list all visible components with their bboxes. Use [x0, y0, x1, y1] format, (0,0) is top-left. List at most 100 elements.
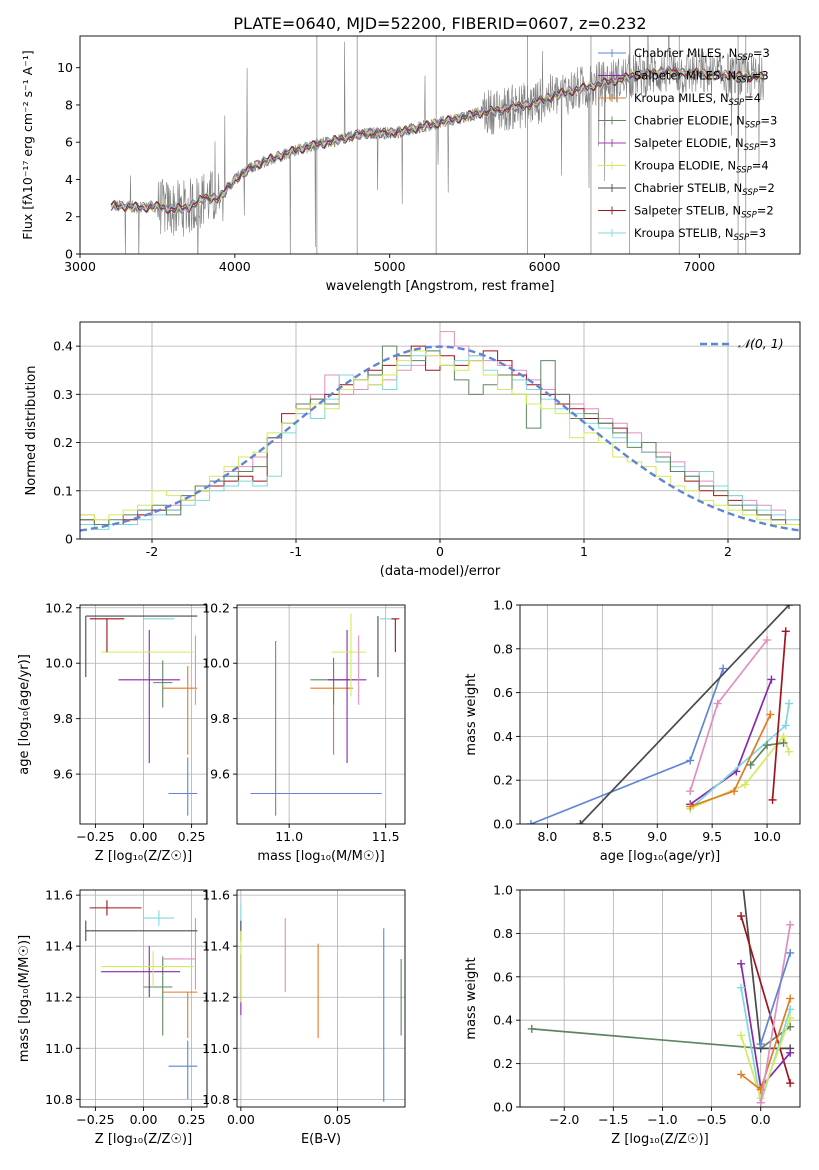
y-tick-label: 0.8: [493, 641, 513, 656]
series-marker: [526, 820, 535, 824]
y-axis-label: mass weight: [464, 673, 479, 755]
series-marker: [756, 1040, 765, 1049]
y-tick-label: 9.8: [53, 711, 73, 726]
series-marker: [719, 664, 728, 673]
x-tick-label: -1: [290, 544, 302, 559]
plot-area: [526, 605, 794, 824]
observed-spectrum: [110, 36, 765, 254]
y-tick-label: 0.4: [493, 729, 513, 744]
x-tick-label: -2: [146, 544, 158, 559]
massweight-vs-Z-panel: −2.0 −1.5 −1.0 −0.5 0.0 0.0 0.2 0.4 0.6 0.8 1.0 Z […: [464, 883, 801, 1147]
y-tick-label: 10.8: [202, 1092, 230, 1107]
legend-label: Chabrier ELODIE, NSSP=3: [634, 114, 777, 131]
x-axis-label: Z [log₁₀(Z/Z☉)]: [95, 849, 192, 864]
y-tick-label: 0.2: [493, 773, 513, 788]
series-marker: [737, 959, 746, 968]
error-point: [101, 946, 181, 998]
y-axis-label: mass [log₁₀(M/M☉)]: [17, 935, 32, 1062]
model-fit-line: [110, 65, 765, 214]
y-tick-label: 0.8: [493, 926, 513, 941]
legend-label: Salpeter ELODIE, NSSP=3: [634, 136, 776, 153]
legend-label: Salpeter STELIB, NSSP=2: [634, 204, 774, 221]
series-marker: [779, 738, 788, 747]
x-tick-label: 4000: [219, 259, 251, 274]
series-marker: [763, 636, 772, 645]
spectrum-legend: Chabrier MILES, NSSP=3 Salpeter MILES, NS…: [598, 46, 777, 243]
x-tick-label: 0: [436, 544, 444, 559]
legend-label: Kroupa ELODIE, NSSP=4: [634, 159, 769, 176]
x-axis-label: age [log₁₀(age/yr)]: [600, 849, 721, 864]
y-tick-label: 0.0: [493, 1100, 513, 1115]
x-axis-label: E(B-V): [301, 1132, 341, 1147]
axes-frame: [519, 604, 801, 825]
x-tick-label: −2.0: [549, 1112, 579, 1127]
y-tick-label: 10.2: [45, 600, 73, 615]
series-marker: [786, 920, 795, 929]
y-tick-label: 10.8: [45, 1092, 73, 1107]
y-tick-label: 0.6: [493, 685, 513, 700]
x-tick-label: 1: [580, 544, 588, 559]
y-tick-label: 0.2: [53, 435, 73, 450]
series-marker: [741, 780, 750, 789]
legend-label: Salpeter MILES, NSSP=3: [634, 69, 769, 86]
y-tick-label: 10.0: [202, 656, 230, 671]
normal-curve: [80, 345, 800, 532]
series-marker: [763, 741, 772, 750]
y-tick-label: 11.0: [202, 1041, 230, 1056]
mass-vs-Z-panel: −0.25 0.00 0.25 10.8 11.0 11.2 11.4 11.6 Z [log₁…: [17, 888, 208, 1147]
x-axis-label: Z [log₁₀(Z/Z☉)]: [95, 1132, 192, 1147]
y-tick-label: 0.1: [53, 483, 73, 498]
error-point: [101, 951, 194, 988]
y-tick-label: 0.4: [493, 1013, 513, 1028]
error-point: [162, 991, 198, 1039]
error-point: [168, 1040, 198, 1100]
y-tick-label: 2: [65, 209, 73, 224]
series-marker: [766, 710, 775, 719]
error-point: [89, 618, 125, 653]
series-line: [740, 915, 792, 1084]
error-point: [168, 757, 198, 816]
error-point: [153, 660, 173, 708]
x-tick-label: 11.5: [372, 829, 400, 844]
x-tick-label: 5000: [374, 259, 406, 274]
x-tick-label: −0.25: [76, 829, 114, 844]
x-tick-label: 6000: [529, 259, 561, 274]
y-tick-label: 11.0: [45, 1041, 73, 1056]
series-marker: [786, 948, 795, 957]
series-line: [579, 605, 790, 824]
plot-area: [250, 613, 400, 816]
y-tick-label: 11.2: [45, 990, 73, 1005]
y-tick-label: 11.6: [202, 888, 230, 903]
x-tick-label: 8.5: [592, 829, 612, 844]
y-tick-label: 0.6: [493, 969, 513, 984]
y-tick-label: 9.8: [210, 711, 230, 726]
series-marker: [737, 1070, 746, 1079]
series-line: [759, 952, 792, 1045]
error-point: [331, 613, 367, 697]
x-tick-label: 9.0: [647, 829, 667, 844]
y-axis-label: mass weight: [464, 957, 479, 1039]
error-point: [85, 920, 198, 942]
legend-label: Kroupa MILES, NSSP=4: [634, 91, 761, 108]
series-marker: [737, 912, 746, 921]
y-tick-label: 10: [57, 60, 73, 75]
series-marker: [756, 1098, 765, 1107]
series-marker: [737, 983, 746, 992]
spectrum-title: PLATE=0640, MJD=52200, FIBERID=0607, z=0…: [233, 14, 646, 33]
series-marker: [730, 787, 739, 796]
y-axis-label: Flux [fλ10⁻¹⁷ erg cm⁻² s⁻¹ A⁻¹]: [20, 50, 35, 239]
error-point: [162, 665, 198, 755]
plot-area: [80, 331, 800, 532]
error-point: [391, 618, 400, 653]
plot-area: [85, 615, 198, 816]
series-marker: [686, 787, 695, 796]
series-marker: [686, 802, 695, 811]
x-axis-label: mass [log₁₀(M/M☉)]: [257, 849, 384, 864]
series-line: [771, 631, 787, 800]
series-line: [759, 924, 792, 1103]
series-marker: [527, 1024, 536, 1033]
y-tick-label: 11.4: [202, 939, 230, 954]
error-point: [143, 956, 173, 1036]
legend-label: Chabrier STELIB, NSSP=2: [634, 181, 775, 198]
spectrum-panel: 3000 4000 5000 6000 7000 0 2 4 6 8 10 wavelength [A…: [20, 35, 801, 294]
